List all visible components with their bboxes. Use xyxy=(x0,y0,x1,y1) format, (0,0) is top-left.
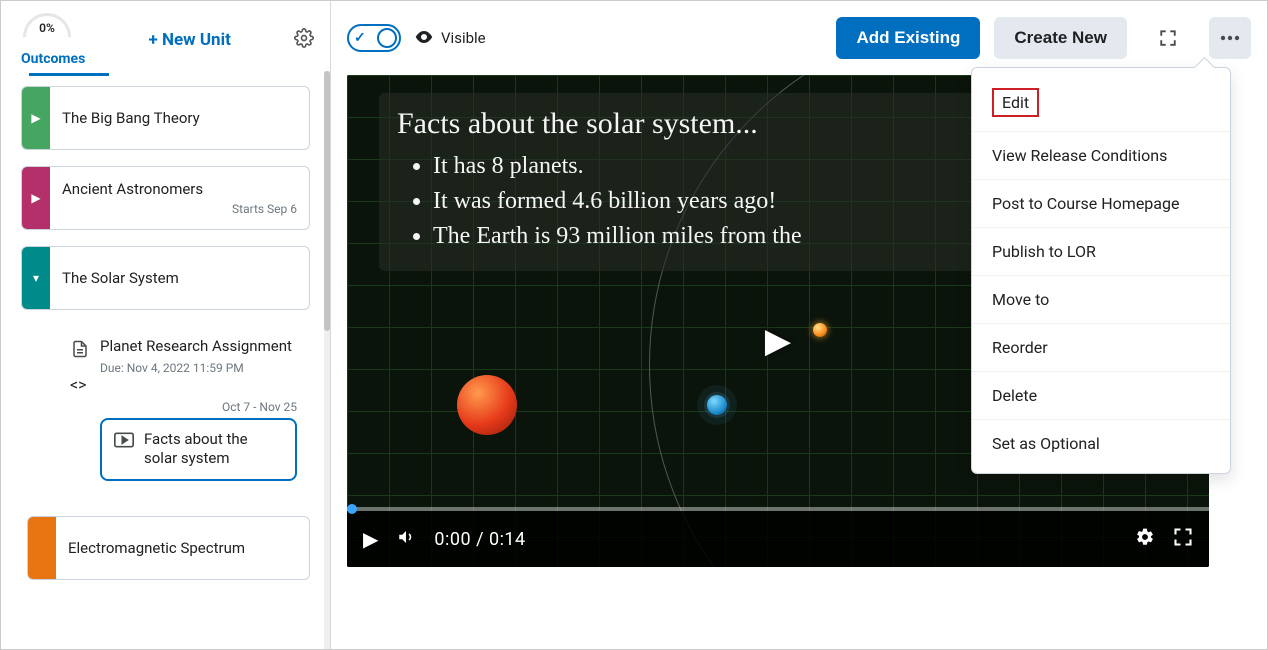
planet-graphic xyxy=(707,395,727,415)
unit-big-bang[interactable]: ▶ The Big Bang Theory xyxy=(21,86,310,150)
add-existing-button[interactable]: Add Existing xyxy=(836,17,980,59)
volume-icon[interactable] xyxy=(396,527,416,551)
more-actions-button[interactable] xyxy=(1209,17,1251,59)
toggle-knob xyxy=(377,28,397,48)
outcomes-arc: 0% xyxy=(21,13,73,47)
visibility-toggle[interactable]: ✓ xyxy=(347,24,401,52)
app-root: 0% Outcomes + New Unit ▶ The Big Bang Th… xyxy=(1,1,1267,649)
subitem-facts-video[interactable]: Facts about the solar system xyxy=(100,418,297,481)
sidebar-scrollbar-thumb[interactable] xyxy=(324,76,330,331)
unit-body: The Big Bang Theory xyxy=(50,87,309,149)
unit-collapse-icon[interactable]: ▾ xyxy=(22,247,50,309)
eye-icon xyxy=(415,29,433,48)
subitem-date-range: Oct 7 - Nov 25 xyxy=(70,400,297,414)
play-button-icon[interactable]: ▶ xyxy=(363,527,378,551)
menu-item-delete[interactable]: Delete xyxy=(972,372,1230,420)
unit-expand-icon[interactable]: ▶ xyxy=(22,167,50,229)
outcomes-label: Outcomes xyxy=(21,51,85,67)
menu-item-set-optional[interactable]: Set as Optional xyxy=(972,420,1230,467)
create-new-button[interactable]: Create New xyxy=(994,17,1127,59)
unit-title: Electromagnetic Spectrum xyxy=(68,539,297,557)
menu-item-edit[interactable]: Edit xyxy=(972,74,1230,132)
sun-graphic xyxy=(457,375,517,435)
content-toolbar: ✓ Visible Add Existing Create New xyxy=(347,17,1251,59)
unit-body: Ancient Astronomers Starts Sep 6 xyxy=(50,167,309,229)
planet-graphic xyxy=(813,323,827,337)
menu-item-reorder[interactable]: Reorder xyxy=(972,324,1230,372)
sidebar-scrollbar-track[interactable] xyxy=(324,76,330,600)
main-panel: ✓ Visible Add Existing Create New xyxy=(331,1,1267,649)
video-icon xyxy=(114,432,134,452)
play-overlay-icon[interactable]: ▶ xyxy=(765,321,791,361)
check-icon: ✓ xyxy=(354,30,366,46)
visibility-label-group: Visible xyxy=(415,29,486,48)
unit-body: The Solar System xyxy=(50,247,309,309)
video-fullscreen-icon[interactable] xyxy=(1173,527,1193,552)
document-icon xyxy=(70,339,90,363)
menu-item-move-to[interactable]: Move to xyxy=(972,276,1230,324)
menu-item-post-homepage[interactable]: Post to Course Homepage xyxy=(972,180,1230,228)
new-unit-button[interactable]: + New Unit xyxy=(93,30,286,50)
sidebar-header: 0% Outcomes + New Unit xyxy=(1,1,330,77)
unit-body: Electromagnetic Spectrum xyxy=(56,517,309,579)
fullscreen-icon[interactable] xyxy=(1147,17,1189,59)
sidebar: 0% Outcomes + New Unit ▶ The Big Bang Th… xyxy=(1,1,331,649)
subitem-due: Due: Nov 4, 2022 11:59 PM xyxy=(100,361,297,375)
unit-handle[interactable] xyxy=(28,517,56,579)
video-controls: ▶ 0:00 / 0:14 xyxy=(347,511,1209,567)
subitem-title: Facts about the solar system xyxy=(144,430,283,469)
unit-title: Ancient Astronomers xyxy=(62,180,297,198)
unit-title: The Big Bang Theory xyxy=(62,109,297,127)
outcomes-percent: 0% xyxy=(21,21,73,35)
subitem-list: Planet Research Assignment Due: Nov 4, 2… xyxy=(27,326,310,580)
subitem-planet-research[interactable]: Planet Research Assignment Due: Nov 4, 2… xyxy=(57,326,310,504)
video-progress-handle[interactable] xyxy=(347,504,357,514)
unit-subtext: Starts Sep 6 xyxy=(62,202,297,216)
outcomes-widget[interactable]: 0% Outcomes xyxy=(21,13,85,67)
unit-list: ▶ The Big Bang Theory ▶ Ancient Astronom… xyxy=(1,76,330,600)
unit-solar-system[interactable]: ▾ The Solar System xyxy=(21,246,310,310)
unit-electromagnetic[interactable]: Electromagnetic Spectrum xyxy=(27,516,310,580)
menu-item-release-conditions[interactable]: View Release Conditions xyxy=(972,132,1230,180)
more-actions-menu: Edit View Release Conditions Post to Cou… xyxy=(971,67,1231,474)
settings-gear-icon[interactable] xyxy=(294,28,314,53)
unit-ancient-astronomers[interactable]: ▶ Ancient Astronomers Starts Sep 6 xyxy=(21,166,310,230)
video-progress-bar[interactable] xyxy=(347,507,1209,511)
video-settings-icon[interactable] xyxy=(1135,527,1155,552)
visibility-label: Visible xyxy=(441,29,486,47)
video-time-display: 0:00 / 0:14 xyxy=(434,529,525,550)
unit-expand-icon[interactable]: ▶ xyxy=(22,87,50,149)
unit-title: The Solar System xyxy=(62,269,297,287)
menu-item-publish-lor[interactable]: Publish to LOR xyxy=(972,228,1230,276)
subitem-title: Planet Research Assignment xyxy=(100,337,297,357)
